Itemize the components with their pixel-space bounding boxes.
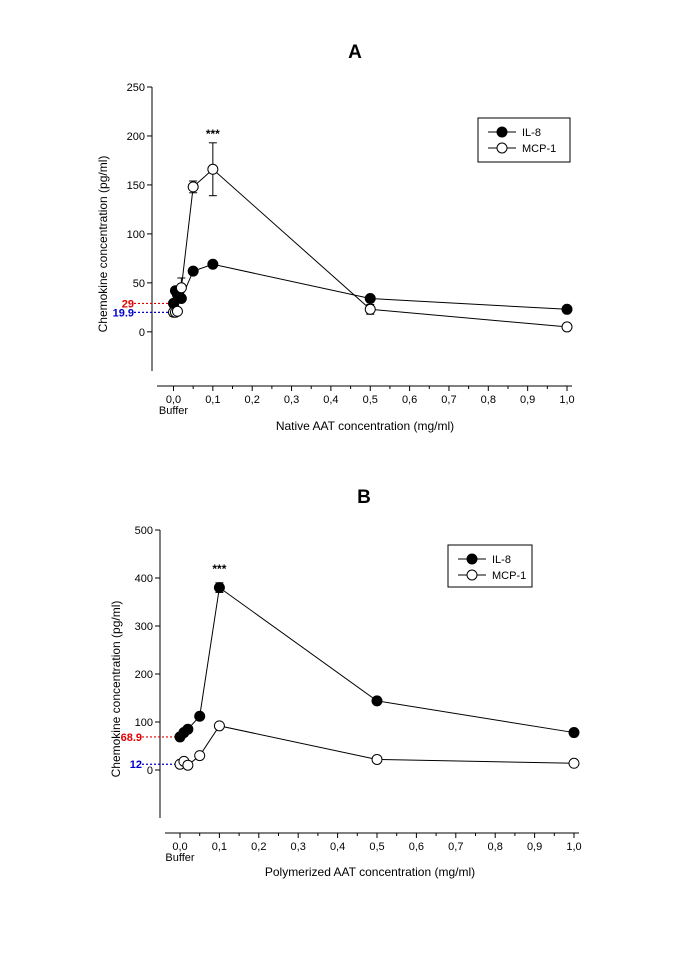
- data-point-mcp-1: [194, 750, 206, 762]
- x-tick-label: 0,3: [284, 394, 299, 406]
- baseline-label: 68.9: [121, 732, 142, 744]
- data-point-mcp-1: [182, 759, 194, 771]
- y-tick-label: 0: [147, 765, 153, 777]
- data-point-mcp-1: [561, 321, 573, 333]
- data-point-mcp-1: [207, 163, 219, 175]
- data-point-mcp-1: [171, 305, 183, 317]
- x-tick-label: 0,5: [369, 841, 384, 853]
- data-point-il-8: [568, 727, 580, 739]
- x-tick-label: 0,2: [251, 841, 266, 853]
- x-tick-label: 0,0: [172, 841, 187, 853]
- buffer-label: Buffer: [159, 405, 188, 417]
- panel-b: B 0 100 200 300 400 500 0,0 0,1 0,2 0,3 0,4 0,5 0,6 0,…: [109, 487, 582, 879]
- legend-label: MCP-1: [492, 570, 526, 582]
- data-point-mcp-1: [187, 181, 199, 193]
- x-tick-label: 0,0: [166, 394, 181, 406]
- baseline-label: 19.9: [113, 307, 134, 319]
- x-tick-label: 0,7: [448, 841, 463, 853]
- x-tick-label: 0,6: [402, 394, 417, 406]
- significance-marker: ***: [206, 127, 220, 141]
- x-tick-label: 0,4: [323, 394, 338, 406]
- y-tick-label: 250: [127, 82, 145, 94]
- legend-label: IL-8: [492, 554, 511, 566]
- legend-box: [447, 544, 533, 588]
- legend-marker: [466, 569, 478, 581]
- legend-label: IL-8: [522, 127, 541, 139]
- data-point-il-8: [182, 723, 194, 735]
- x-tick-label: 0,5: [363, 394, 378, 406]
- data-point-mcp-1: [364, 303, 376, 315]
- x-tick-label: 0,3: [291, 841, 306, 853]
- panel-a: A 0 50 100 150 200 250 0,0 0,1 0,2 0,3 0,4 0,5 0,6 0,7…: [96, 42, 575, 433]
- legend-label: MCP-1: [522, 143, 556, 155]
- x-tick-label: 0,4: [330, 841, 345, 853]
- data-point-il-8: [187, 265, 199, 277]
- legend-marker: [466, 553, 478, 565]
- data-point-il-8: [213, 582, 225, 594]
- x-axis-label: Polymerized AAT concentration (mg/ml): [265, 865, 475, 879]
- legend-marker: [496, 142, 508, 154]
- data-point-il-8: [175, 293, 187, 305]
- data-point-il-8: [561, 303, 573, 315]
- legend-box: [477, 117, 571, 163]
- data-point-mcp-1: [568, 757, 580, 769]
- data-point-il-8: [194, 710, 206, 722]
- baseline-label: 29: [122, 298, 134, 310]
- y-tick-label: 200: [127, 131, 145, 143]
- legend-marker: [496, 126, 508, 138]
- x-axis-label: Native AAT concentration (mg/ml): [276, 419, 454, 433]
- y-tick-label: 500: [135, 525, 153, 537]
- y-tick-label: 300: [135, 621, 153, 633]
- series-line-il-8: [179, 586, 575, 738]
- y-tick-label: 50: [133, 278, 145, 290]
- x-tick-label: 0,1: [212, 841, 227, 853]
- data-point-mcp-1: [213, 720, 225, 732]
- y-tick-label: 150: [127, 180, 145, 192]
- x-tick-label: 1,0: [559, 394, 574, 406]
- y-axis-label: Chemokine concentration (pg/ml): [109, 601, 123, 778]
- x-tick-label: 0,6: [409, 841, 424, 853]
- x-tick-label: 0,8: [481, 394, 496, 406]
- x-tick-label: 0,9: [527, 841, 542, 853]
- x-tick-label: 1,0: [566, 841, 581, 853]
- data-point-il-8: [207, 258, 219, 270]
- significance-marker: ***: [212, 562, 226, 576]
- data-point-mcp-1: [175, 282, 187, 294]
- data-point-mcp-1: [371, 753, 383, 765]
- y-tick-label: 100: [127, 229, 145, 241]
- x-tick-label: 0,2: [245, 394, 260, 406]
- data-point-il-8: [364, 293, 376, 305]
- y-tick-label: 400: [135, 573, 153, 585]
- x-tick-label: 0,7: [441, 394, 456, 406]
- y-tick-label: 200: [135, 669, 153, 681]
- x-tick-label: 0,8: [488, 841, 503, 853]
- x-tick-label: 0,1: [205, 394, 220, 406]
- x-tick-label: 0,9: [520, 394, 535, 406]
- buffer-label: Buffer: [165, 852, 194, 864]
- panel-title: B: [357, 487, 371, 508]
- data-point-il-8: [371, 695, 383, 707]
- y-tick-label: 100: [135, 717, 153, 729]
- panel-title: A: [348, 42, 362, 63]
- baseline-label: 12: [130, 759, 142, 771]
- y-axis-label: Chemokine concentration (pg/ml): [96, 156, 110, 333]
- y-tick-label: 0: [139, 327, 145, 339]
